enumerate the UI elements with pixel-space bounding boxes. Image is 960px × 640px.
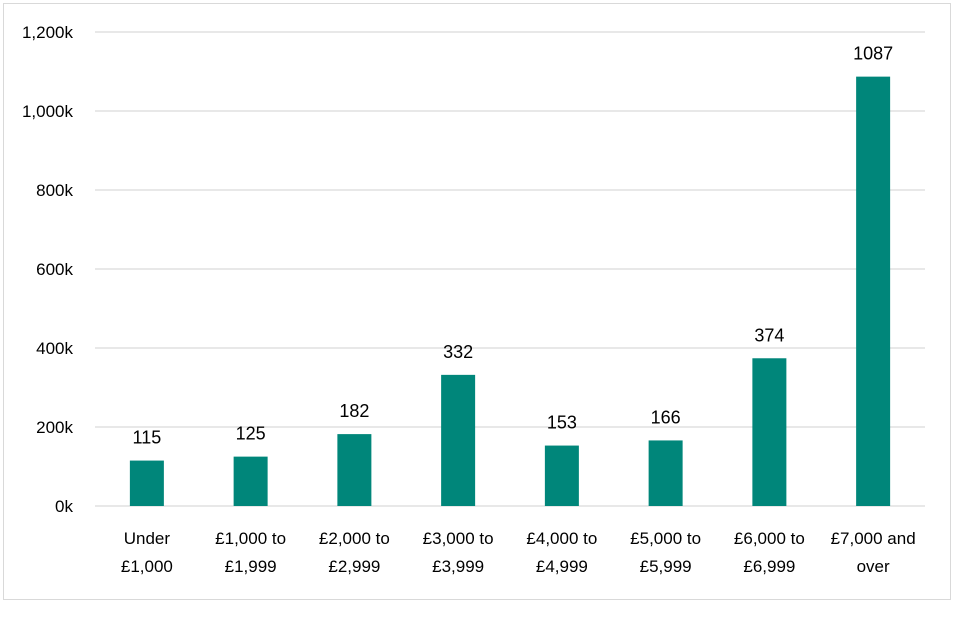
- data-label: 166: [651, 407, 681, 427]
- x-tick-label: £2,000 to: [319, 529, 390, 548]
- bar: [752, 358, 787, 506]
- x-axis: Under £1,000 £1,000 to £1,999 £2,000 to £2,99…: [121, 529, 916, 576]
- bar: [233, 456, 268, 506]
- data-label: 153: [547, 413, 577, 433]
- data-label: 115: [133, 428, 162, 448]
- y-tick-label: 800k: [36, 181, 73, 200]
- y-tick-label: 400k: [36, 339, 73, 358]
- x-tick-label: Under: [124, 529, 171, 548]
- bar: [648, 440, 683, 506]
- bar: [856, 76, 891, 506]
- data-label: 182: [339, 401, 369, 421]
- data-label: 1087: [853, 44, 893, 64]
- x-tick-label: £6,000 to: [734, 529, 805, 548]
- y-tick-label: 1,200k: [22, 23, 74, 42]
- gridlines: [95, 31, 925, 507]
- y-tick-label: 1,000k: [22, 102, 74, 121]
- bar: [337, 434, 372, 506]
- x-tick-label: £5,000 to: [630, 529, 701, 548]
- y-tick-label: 200k: [36, 418, 73, 437]
- x-tick-label: over: [857, 557, 890, 576]
- x-tick-label: £3,000 to: [423, 529, 494, 548]
- x-tick-label: £1,000 to: [215, 529, 286, 548]
- x-tick-label: £3,999: [432, 557, 484, 576]
- data-label: 374: [754, 325, 784, 345]
- bars: [129, 76, 891, 506]
- y-tick-label: 600k: [36, 260, 73, 279]
- x-tick-label: £5,999: [640, 557, 692, 576]
- x-tick-label: £2,999: [328, 557, 380, 576]
- x-tick-label: £1,999: [225, 557, 277, 576]
- y-tick-label: 0k: [55, 497, 73, 516]
- data-label: 332: [443, 342, 473, 362]
- bar: [544, 445, 579, 506]
- x-tick-label: £7,000 and: [831, 529, 916, 548]
- data-labels: 115 125 182 332 153 166 374 1087: [133, 44, 894, 448]
- x-tick-label: £4,999: [536, 557, 588, 576]
- x-tick-label: £1,000: [121, 557, 173, 576]
- x-tick-label: £6,999: [743, 557, 795, 576]
- bar: [129, 460, 164, 506]
- y-axis: 0k 200k 400k 600k 800k 1,000k 1,200k: [22, 23, 74, 516]
- bar: [441, 374, 476, 506]
- x-tick-label: £4,000 to: [526, 529, 597, 548]
- data-label: 125: [236, 424, 266, 444]
